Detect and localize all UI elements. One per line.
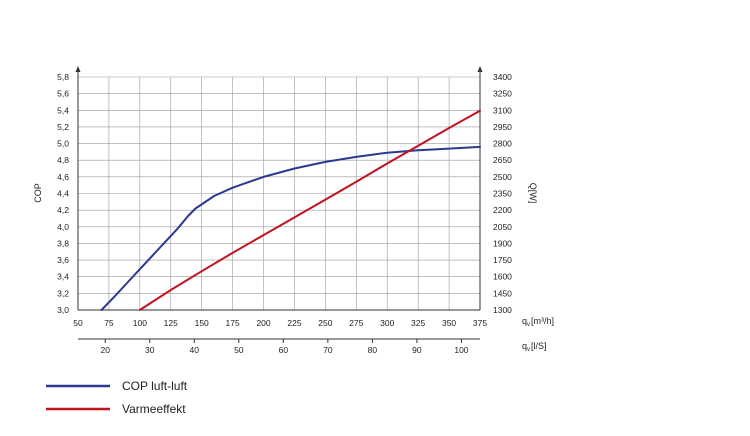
- y-left-tick-label: 3,0: [57, 305, 69, 315]
- y-right-axis-arrow: [477, 66, 483, 72]
- x-secondary-axis-title: qv[l/S]: [522, 341, 547, 353]
- x-primary-tick-label: 225: [287, 318, 301, 328]
- x-secondary-tick-label: 40: [190, 345, 200, 355]
- y-right-tick-label: 2500: [493, 172, 512, 182]
- y-right-tick-label: 2800: [493, 139, 512, 149]
- x-secondary-tick-label: 50: [234, 345, 244, 355]
- y-left-tick-label: 4,8: [57, 155, 69, 165]
- x-primary-tick-label: 150: [195, 318, 209, 328]
- x-primary-tick-label: 125: [164, 318, 178, 328]
- y-right-tick-label: 1300: [493, 305, 512, 315]
- y-left-tick-label: 4,6: [57, 172, 69, 182]
- y-right-tick-label: 2050: [493, 222, 512, 232]
- x-primary-tick-label: 175: [226, 318, 240, 328]
- x-secondary-tick-label: 100: [454, 345, 468, 355]
- x-primary-tick-label: 300: [380, 318, 394, 328]
- series-lines: [100, 109, 481, 311]
- x-secondary-tick-label: 30: [145, 345, 155, 355]
- x-secondary-tick-label: 90: [412, 345, 422, 355]
- x-primary-tick-label: 75: [104, 318, 114, 328]
- series-line-cop: [100, 145, 481, 311]
- x-secondary-tick-label: 70: [323, 345, 333, 355]
- legend-item-varmeeffekt: Varmeeffekt: [46, 402, 186, 416]
- y-left-tick-label: 5,4: [57, 105, 69, 115]
- legend-label-varmeeffekt: Varmeeffekt: [122, 402, 186, 416]
- x-secondary-label-sub: v: [527, 347, 530, 353]
- y-right-tick-label: 1600: [493, 272, 512, 282]
- y-right-tick-label: 2350: [493, 189, 512, 199]
- y-left-tick-label: 5,8: [57, 72, 69, 82]
- x-secondary-label: q: [522, 341, 527, 351]
- series-line-varmeeffekt: [138, 109, 481, 311]
- y-left-tick-label: 3,4: [57, 272, 69, 282]
- y-left-tick-label: 3,2: [57, 288, 69, 298]
- y-right-tick-label: 2200: [493, 205, 512, 215]
- x-primary-tick-label: 325: [411, 318, 425, 328]
- y-right-tick-label: 2950: [493, 122, 512, 132]
- x-primary-axis-title: qv[m³/h]: [522, 316, 554, 328]
- x-primary-label-unit: [m³/h]: [531, 316, 554, 326]
- y-right-tick-label: 3250: [493, 89, 512, 99]
- x-primary-tick-label: 275: [349, 318, 363, 328]
- x-primary-tick-label: 350: [442, 318, 456, 328]
- x-primary-tick-label: 200: [256, 318, 270, 328]
- y-left-tick-label: 5,6: [57, 89, 69, 99]
- y-left-axis-arrow: [75, 66, 81, 72]
- x-primary-label-sub: v: [527, 322, 530, 328]
- y-left-tick-label: 5,2: [57, 122, 69, 132]
- x-secondary-tick-label: 60: [279, 345, 289, 355]
- y-left-tick-label: 4,2: [57, 205, 69, 215]
- y-right-tick-label: 3400: [493, 72, 512, 82]
- x-primary-tick-label: 250: [318, 318, 332, 328]
- y-left-tick-label: 5,0: [57, 139, 69, 149]
- legend: COP luft-luft Varmeeffekt: [46, 379, 188, 416]
- y-right-tick-label: 2650: [493, 155, 512, 165]
- x-primary-label: q: [522, 316, 527, 326]
- x-secondary-tick-label: 80: [368, 345, 378, 355]
- y-right-axis-title: Q[W]: [528, 183, 538, 204]
- legend-label-cop: COP luft-luft: [122, 379, 188, 393]
- x-secondary-label-unit: [l/S]: [531, 341, 547, 351]
- y-right-tick-label: 1900: [493, 238, 512, 248]
- legend-item-cop: COP luft-luft: [46, 379, 188, 393]
- x-secondary-tick-label: 20: [100, 345, 110, 355]
- tick-labels: 3,0 3,2 3,4 3,6 3,8 4,0 4,2 4,4 4,6 4,8 5,0 5,2 5,4 5…: [57, 72, 512, 355]
- x-primary-tick-label: 100: [133, 318, 147, 328]
- y-right-tick-label: 3100: [493, 105, 512, 115]
- axes: [75, 66, 483, 343]
- y-right-tick-label: 1450: [493, 288, 512, 298]
- y-left-axis-title: COP: [33, 183, 43, 203]
- x-primary-tick-label: 50: [73, 318, 83, 328]
- y-left-tick-label: 4,0: [57, 222, 69, 232]
- grid: [77, 76, 481, 311]
- y-left-tick-label: 3,6: [57, 255, 69, 265]
- y-left-tick-label: 3,8: [57, 238, 69, 248]
- x-primary-tick-label: 375: [473, 318, 487, 328]
- y-right-tick-label: 1750: [493, 255, 512, 265]
- y-left-tick-label: 4,4: [57, 189, 69, 199]
